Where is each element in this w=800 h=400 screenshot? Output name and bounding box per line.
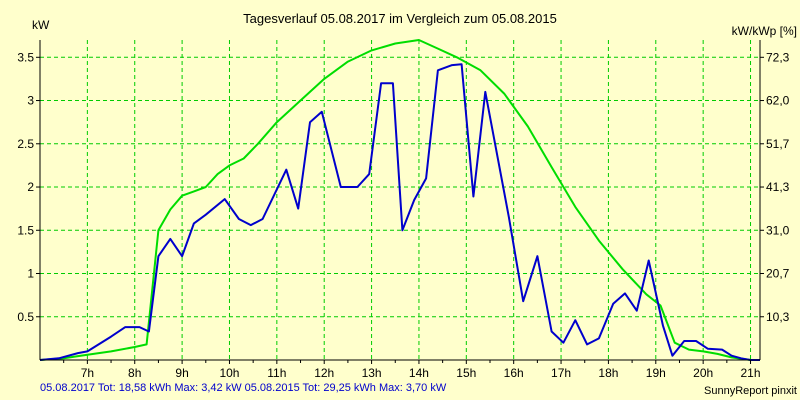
y-tick-label-left: 0.5 (17, 310, 34, 324)
legend-series-2015: 05.08.2015 Tot: 29,25 kWh Max: 3,70 kW (244, 382, 447, 394)
x-tick-label: 14h (409, 366, 429, 380)
x-tick-label: 9h (175, 366, 188, 380)
y-axis-label-right: kW/kWp [%] (732, 24, 797, 38)
y-tick-label-right: 62,0 (766, 94, 790, 108)
x-tick-label: 8h (128, 366, 141, 380)
series-line-05-08-2017 (39, 63, 760, 361)
x-tick-label: 18h (598, 366, 618, 380)
x-tick-label: 15h (456, 366, 476, 380)
y-tick-label-left: 3.5 (17, 50, 34, 64)
y-tick-label-left: 3 (27, 94, 34, 108)
footer-legend: 05.08.2017 Tot: 18,58 kWh Max: 3,42 kW 0… (40, 382, 446, 394)
axes (36, 40, 764, 364)
x-tick-label: 13h (362, 366, 382, 380)
series-group (39, 39, 760, 361)
chart-title: Tagesverlauf 05.08.2017 im Vergleich zum… (243, 11, 557, 26)
y-axis-label-left: kW (32, 18, 50, 32)
y-tick-label-right: 72,3 (766, 50, 790, 64)
y-tick-label-right: 41,3 (766, 180, 790, 194)
y-tick-label-left: 1 (27, 267, 34, 281)
y-tick-label-right: 10,3 (766, 310, 790, 324)
x-tick-label: 16h (504, 366, 524, 380)
legend-series-2017: 05.08.2017 Tot: 18,58 kWh Max: 3,42 kW (40, 382, 242, 394)
x-tick-label: 17h (551, 366, 571, 380)
series-line-05-08-2015 (39, 39, 760, 361)
y-tick-label-right: 20,7 (766, 267, 790, 281)
y-tick-label-left: 1.5 (17, 223, 34, 237)
x-tick-label: 12h (314, 366, 334, 380)
x-tick-label: 11h (267, 366, 286, 380)
x-tick-label: 10h (219, 366, 239, 380)
x-tick-label: 7h (81, 366, 94, 380)
y-tick-label-right: 51,7 (766, 137, 790, 151)
footer-source: SunnyReport pinxit (704, 385, 797, 397)
y-tick-label-left: 2 (27, 180, 34, 194)
source-credit: SunnyReport pinxit (704, 385, 797, 397)
x-tick-label: 20h (693, 366, 713, 380)
axis-labels: 0.5 10,3 1 20,7 1.5 31,0 2 41,3 2.5 51,7 3 62,0 3.5 7… (17, 50, 789, 380)
x-tick-label: 19h (646, 366, 666, 380)
y-tick-label-right: 31,0 (766, 223, 790, 237)
x-tick-label: 21h (741, 366, 761, 380)
y-tick-label-left: 2.5 (17, 137, 34, 151)
